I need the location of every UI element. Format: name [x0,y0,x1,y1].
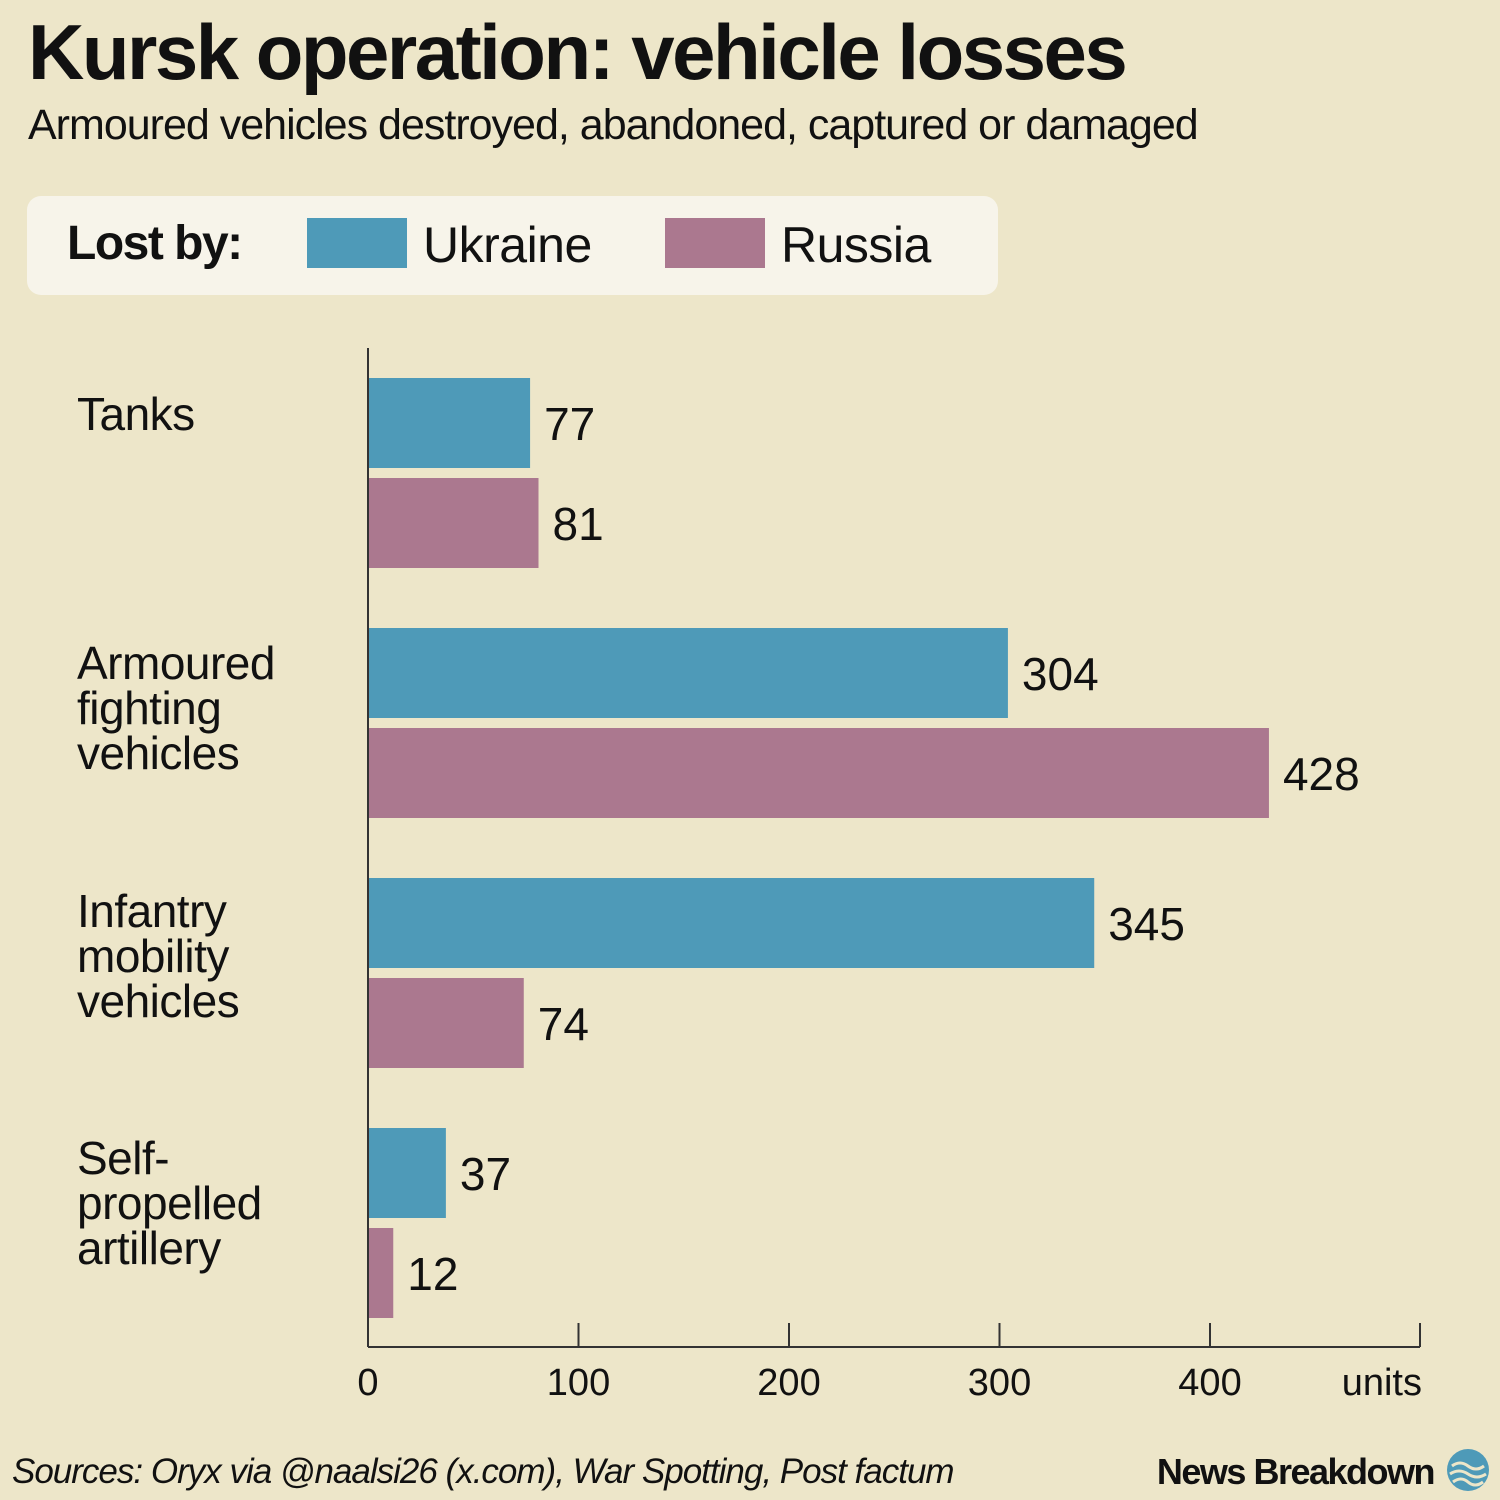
chart-title: Kursk operation: vehicle losses [28,8,1128,96]
bar-ukraine-self-propelled-artillery [368,1128,446,1218]
category-label-infantry-mobility-vehicles: Infantry mobility vehicles [77,885,240,1027]
sources-note: Sources: Oryx via @naalsi26 (x.com), War… [12,1452,955,1491]
brand-logo-icon [1447,1449,1489,1491]
x-tick-label-0: 0 [357,1362,378,1404]
data-label-ukraine-tanks: 77 [544,398,595,450]
data-label-russia-infantry-mobility-vehicles: 74 [538,998,589,1050]
bar-russia-tanks [368,478,539,568]
data-label-ukraine-armoured-fighting-vehicles: 304 [1022,648,1099,700]
bar-ukraine-armoured-fighting-vehicles [368,628,1008,718]
bar-ukraine-tanks [368,378,531,468]
bar-russia-self-propelled-artillery [368,1228,394,1318]
legend-label-ukraine: Ukraine [423,217,592,273]
category-label-tanks: Tanks [77,388,195,440]
category-label-self-propelled-artillery: Self- propelled artillery [77,1132,262,1274]
data-label-russia-self-propelled-artillery: 12 [407,1248,458,1300]
legend: Lost by: Ukraine Russia [27,196,998,295]
bar-russia-infantry-mobility-vehicles [368,978,524,1068]
bar-ukraine-infantry-mobility-vehicles [368,878,1095,968]
data-label-russia-tanks: 81 [553,498,604,550]
x-tick-label-200: 200 [757,1362,820,1404]
legend-swatch-ukraine [307,218,407,268]
bar-russia-armoured-fighting-vehicles [368,728,1269,818]
legend-label-russia: Russia [781,217,931,273]
data-label-ukraine-infantry-mobility-vehicles: 345 [1108,898,1185,950]
x-tick-label-100: 100 [547,1362,610,1404]
data-label-ukraine-self-propelled-artillery: 37 [460,1148,511,1200]
legend-title: Lost by: [67,217,243,270]
brand-name: News Breakdown [1156,1451,1436,1492]
legend-swatch-russia [665,218,765,268]
category-label-armoured-fighting-vehicles: Armoured fighting vehicles [77,637,275,779]
data-label-russia-armoured-fighting-vehicles: 428 [1283,748,1360,800]
chart-subtitle: Armoured vehicles destroyed, abandoned, … [28,101,1199,149]
x-tick-label-400: 400 [1178,1362,1241,1404]
x-tick-label-300: 300 [968,1362,1031,1404]
x-axis-label: units [1342,1362,1422,1404]
